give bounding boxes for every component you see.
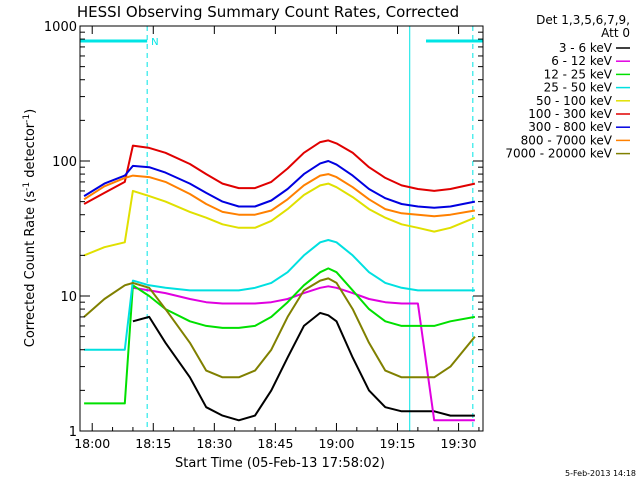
plot-frame	[79, 25, 484, 432]
legend-header-line1: Det 1,3,5,6,7,9,	[536, 13, 630, 27]
footer-timestamp: 5-Feb-2013 14:18	[565, 469, 636, 478]
x-tick-label-6: 19:15	[379, 436, 415, 451]
legend-entry-9: 7000 - 20000 keV	[505, 147, 612, 161]
y-axis-label-mid: detector	[23, 122, 38, 182]
x-axis-label: Start Time (05-Feb-13 17:58:02)	[175, 456, 385, 471]
series-line-8	[83, 173, 476, 218]
series-line-6	[83, 139, 476, 205]
legend-entry-4: 25 - 50 keV	[544, 81, 613, 95]
series-line-7	[83, 160, 476, 209]
chart-title: HESSI Observing Summary Count Rates, Cor…	[77, 3, 459, 21]
series-line-3	[84, 267, 476, 405]
y-axis-label: Corrected Count Rate (s-1 detector-1)	[22, 109, 38, 347]
x-tick-label-2: 18:15	[135, 436, 171, 451]
series-line-9	[83, 277, 476, 379]
x-axis: 18:00 18:15 18:30 18:45 19:00 19:15 19:30	[74, 26, 480, 451]
series-line-2	[132, 285, 475, 422]
legend-entry-6: 100 - 300 keV	[528, 107, 612, 121]
y-tick-label-1: 1	[69, 425, 77, 440]
y-axis-label-end: )	[23, 109, 38, 114]
y-tick-label-3: 100	[52, 155, 77, 170]
legend-entry-1: 3 - 6 keV	[559, 41, 613, 55]
legend-entry-3: 12 - 25 keV	[544, 67, 613, 81]
night-marker-label: N	[151, 37, 158, 48]
legend-entry-7: 300 - 800 keV	[528, 120, 612, 134]
x-tick-label-7: 19:30	[441, 436, 477, 451]
legend-entry-5: 50 - 100 keV	[536, 94, 613, 108]
x-tick-label-3: 18:30	[196, 436, 232, 451]
y-axis: 1 10 100 1000	[44, 20, 483, 440]
y-axis-label-exp2: -1	[22, 114, 32, 123]
series-line-1	[132, 311, 475, 422]
series-line-4	[84, 239, 475, 351]
y-tick-label-2: 10	[60, 290, 77, 305]
legend-header-line2: Att 0	[601, 26, 630, 40]
y-tick-label-4: 1000	[44, 20, 77, 35]
series-line-5	[83, 182, 476, 257]
x-tick-label-5: 19:00	[318, 436, 354, 451]
x-tick-label-1: 18:00	[74, 436, 110, 451]
legend-entry-2: 6 - 12 keV	[551, 54, 613, 68]
y-axis-label-exp1: -1	[22, 182, 32, 191]
legend-entry-8: 800 - 7000 keV	[521, 133, 613, 147]
x-tick-label-4: 18:45	[257, 436, 293, 451]
y-axis-label-main: Corrected Count Rate (s	[23, 191, 38, 348]
series-layer	[83, 139, 476, 422]
orbit-markers: N	[80, 26, 483, 431]
